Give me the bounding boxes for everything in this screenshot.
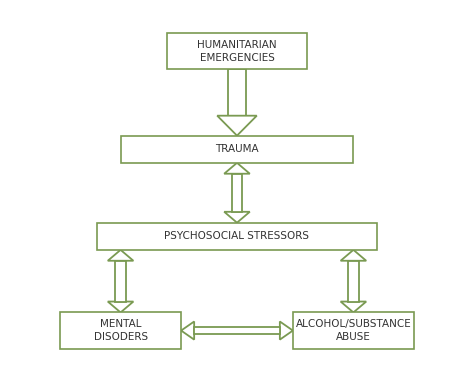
Polygon shape <box>108 302 133 312</box>
Bar <box>60 312 181 349</box>
Bar <box>348 261 358 302</box>
Bar <box>232 174 242 212</box>
Text: PSYCHOSOCIAL STRESSORS: PSYCHOSOCIAL STRESSORS <box>164 231 310 241</box>
Bar <box>116 261 126 302</box>
Bar <box>167 33 307 69</box>
Text: HUMANITARIAN
EMERGENCIES: HUMANITARIAN EMERGENCIES <box>197 40 277 63</box>
Polygon shape <box>224 163 250 174</box>
Bar <box>97 223 377 250</box>
Bar <box>228 69 246 116</box>
Text: MENTAL
DISODERS: MENTAL DISODERS <box>93 319 147 342</box>
Polygon shape <box>341 302 366 312</box>
Polygon shape <box>108 250 133 261</box>
Polygon shape <box>217 116 257 136</box>
Polygon shape <box>280 322 293 339</box>
Text: ALCOHOL/SUBSTANCE
ABUSE: ALCOHOL/SUBSTANCE ABUSE <box>296 319 411 342</box>
Bar <box>293 312 414 349</box>
Polygon shape <box>224 212 250 223</box>
Text: TRAUMA: TRAUMA <box>215 144 259 154</box>
Bar <box>194 327 280 334</box>
Bar <box>120 136 354 163</box>
Polygon shape <box>341 250 366 261</box>
Polygon shape <box>181 322 194 339</box>
